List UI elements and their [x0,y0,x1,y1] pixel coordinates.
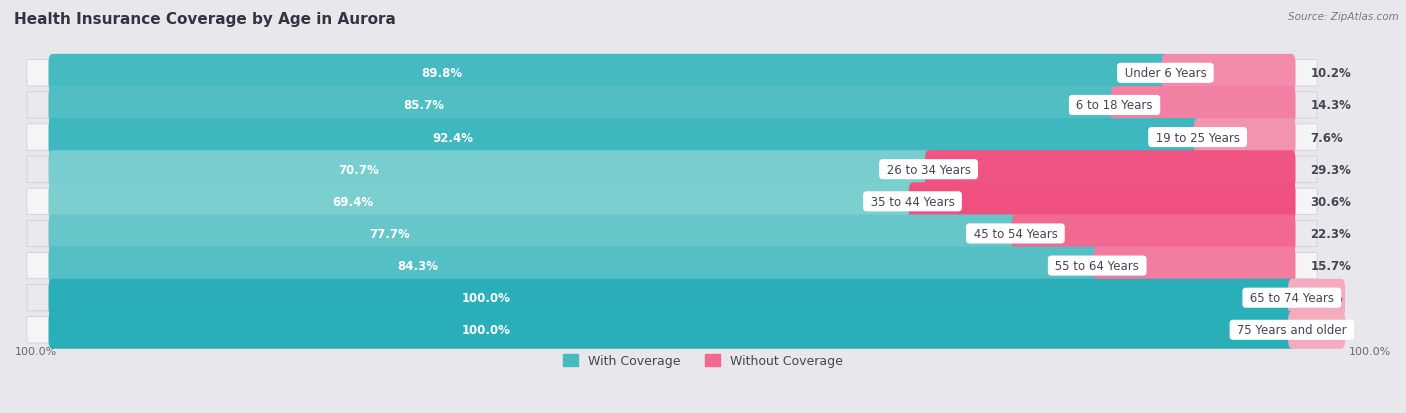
FancyBboxPatch shape [27,60,1317,87]
FancyBboxPatch shape [48,119,1201,157]
Text: 6 to 18 Years: 6 to 18 Years [1073,99,1157,112]
Text: 22.3%: 22.3% [1310,228,1351,240]
FancyBboxPatch shape [27,317,1317,343]
FancyBboxPatch shape [48,247,1101,285]
Text: 100.0%: 100.0% [461,323,510,337]
Text: 7.6%: 7.6% [1310,131,1343,144]
FancyBboxPatch shape [27,125,1317,151]
Text: 55 to 64 Years: 55 to 64 Years [1052,259,1143,273]
Text: 100.0%: 100.0% [1348,346,1391,356]
Text: Health Insurance Coverage by Age in Aurora: Health Insurance Coverage by Age in Auro… [14,12,396,27]
FancyBboxPatch shape [27,189,1317,215]
Text: 29.3%: 29.3% [1310,163,1351,176]
Text: 19 to 25 Years: 19 to 25 Years [1152,131,1243,144]
Text: 85.7%: 85.7% [404,99,444,112]
Legend: With Coverage, Without Coverage: With Coverage, Without Coverage [558,349,848,372]
Text: 100.0%: 100.0% [15,346,58,356]
FancyBboxPatch shape [48,87,1118,125]
Text: 0.0%: 0.0% [1310,292,1343,304]
FancyBboxPatch shape [1288,279,1346,317]
FancyBboxPatch shape [48,183,917,221]
Text: 0.0%: 0.0% [1310,323,1343,337]
FancyBboxPatch shape [1012,215,1295,253]
FancyBboxPatch shape [1111,87,1295,125]
FancyBboxPatch shape [48,279,1295,317]
FancyBboxPatch shape [27,221,1317,247]
Text: 65 to 74 Years: 65 to 74 Years [1246,292,1337,304]
FancyBboxPatch shape [27,253,1317,279]
Text: 10.2%: 10.2% [1310,67,1351,80]
FancyBboxPatch shape [48,215,1019,253]
Text: 84.3%: 84.3% [398,259,439,273]
Text: 77.7%: 77.7% [368,228,409,240]
Text: 45 to 54 Years: 45 to 54 Years [970,228,1062,240]
Text: 92.4%: 92.4% [433,131,474,144]
FancyBboxPatch shape [908,183,1295,221]
Text: 35 to 44 Years: 35 to 44 Years [866,195,959,208]
FancyBboxPatch shape [27,285,1317,311]
Text: Under 6 Years: Under 6 Years [1121,67,1211,80]
FancyBboxPatch shape [27,157,1317,183]
FancyBboxPatch shape [1161,55,1295,93]
FancyBboxPatch shape [1094,247,1295,285]
FancyBboxPatch shape [48,151,932,189]
FancyBboxPatch shape [48,55,1170,93]
Text: 26 to 34 Years: 26 to 34 Years [883,163,974,176]
Text: 69.4%: 69.4% [333,195,374,208]
Text: 89.8%: 89.8% [422,67,463,80]
Text: 14.3%: 14.3% [1310,99,1351,112]
FancyBboxPatch shape [27,93,1317,119]
Text: 30.6%: 30.6% [1310,195,1351,208]
FancyBboxPatch shape [1288,311,1346,349]
Text: Source: ZipAtlas.com: Source: ZipAtlas.com [1288,12,1399,22]
Text: 70.7%: 70.7% [339,163,380,176]
FancyBboxPatch shape [1194,119,1295,157]
Text: 15.7%: 15.7% [1310,259,1351,273]
Text: 100.0%: 100.0% [461,292,510,304]
FancyBboxPatch shape [925,151,1295,189]
FancyBboxPatch shape [48,311,1295,349]
Text: 75 Years and older: 75 Years and older [1233,323,1351,337]
